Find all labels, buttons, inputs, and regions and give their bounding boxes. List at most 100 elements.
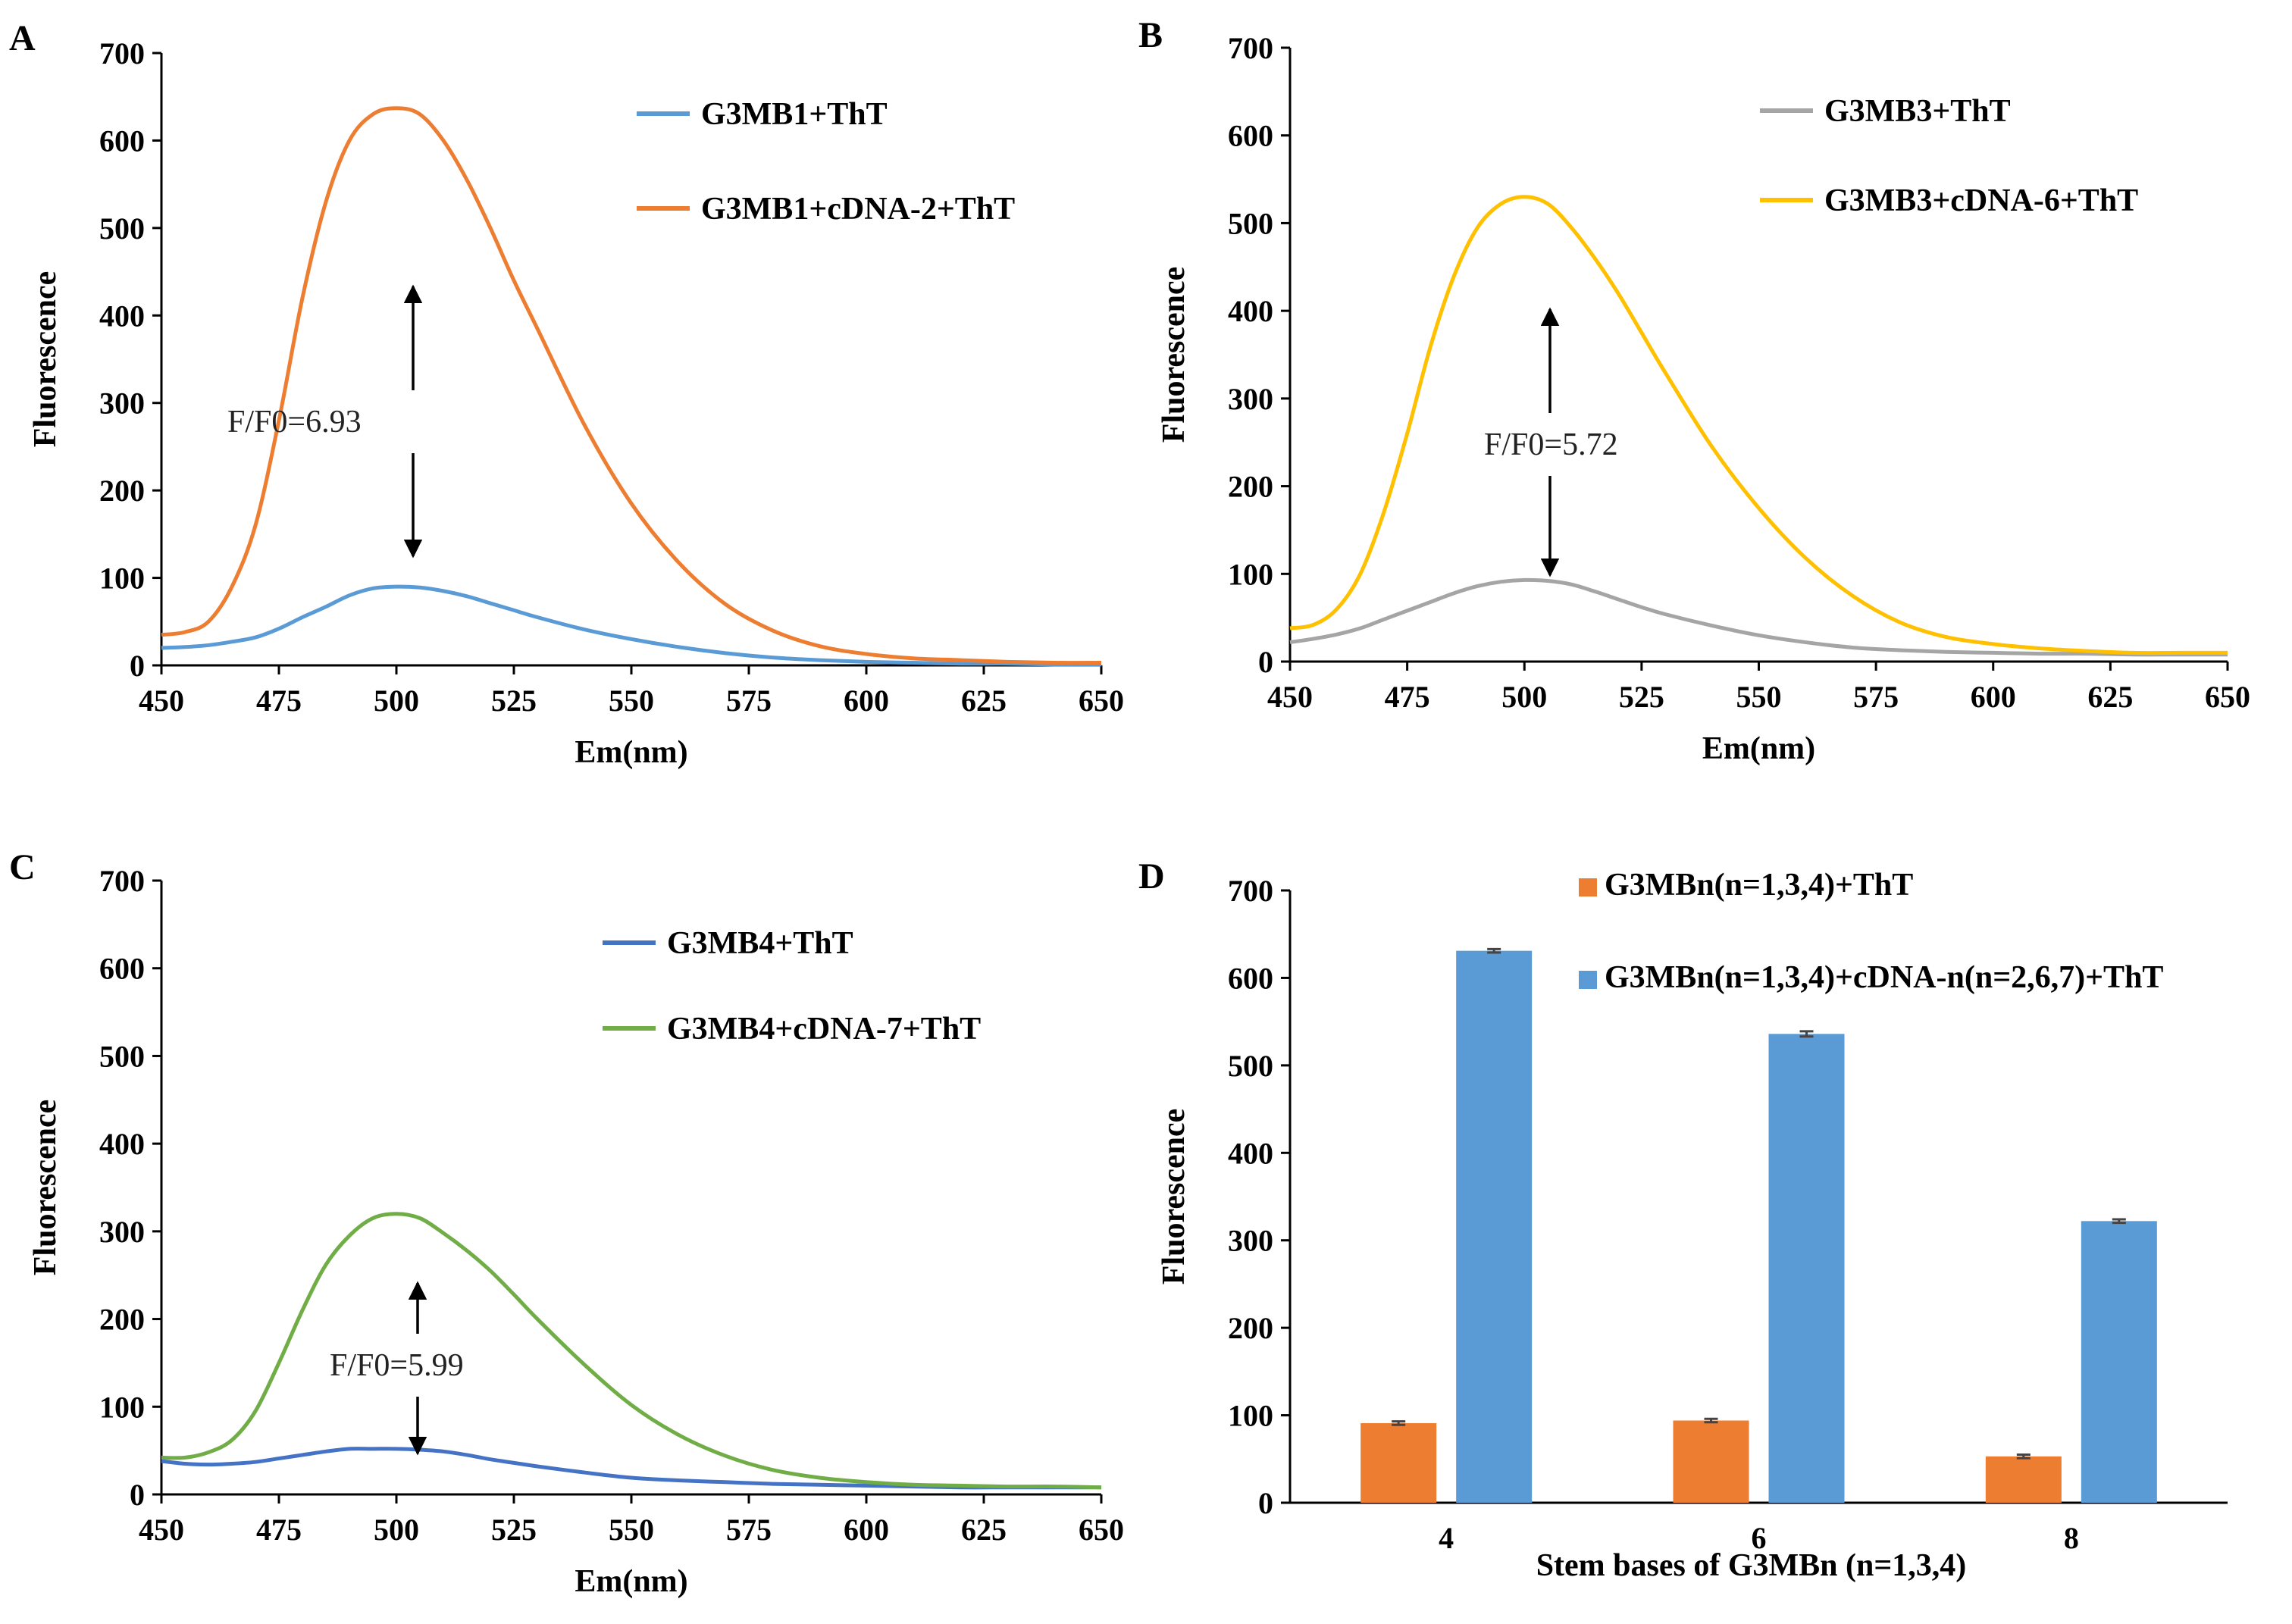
x-tick-label: 450	[139, 1513, 184, 1547]
x-axis-title: Em(nm)	[1702, 731, 1815, 766]
series-line-1	[161, 1447, 1101, 1490]
x-tick-label: 8	[2064, 1521, 2079, 1555]
legend-label: G3MB1+ThT	[701, 97, 888, 132]
y-tick-label: 100	[99, 1390, 145, 1424]
y-tick-label: 0	[1258, 1486, 1273, 1520]
x-tick-label: 525	[491, 1513, 537, 1547]
y-tick-label: 500	[99, 1039, 145, 1073]
y-tick-label: 600	[99, 952, 145, 986]
y-tick-label: 600	[99, 124, 145, 158]
y-tick-label: 100	[1228, 1399, 1273, 1433]
x-tick-label: 600	[1971, 680, 2016, 714]
y-tick-label: 700	[1228, 874, 1273, 908]
x-tick-label: 6	[1752, 1521, 1767, 1555]
bar-2-6	[1768, 1034, 1845, 1503]
bar-1-6	[1673, 1420, 1749, 1503]
y-tick-label: 100	[99, 562, 145, 596]
series-line-1	[161, 584, 1102, 667]
x-tick-label: 475	[256, 1513, 302, 1547]
x-tick-label: 475	[1385, 680, 1430, 714]
x-axis-title: Em(nm)	[575, 1564, 687, 1599]
chart-panel-a: A 0 100 200 300 400 500 600 700 Fluorescence 450 47…	[9, 18, 1124, 770]
y-tick-label: 200	[99, 474, 145, 508]
x-tick-label: 625	[961, 1513, 1007, 1547]
y-tick-label: 300	[99, 1215, 145, 1249]
x-tick-label: 500	[374, 1513, 419, 1547]
y-tick-label: 100	[1228, 557, 1273, 591]
y-tick-label: 200	[1228, 1311, 1273, 1345]
legend-label: G3MB1+cDNA-2+ThT	[701, 192, 1015, 227]
y-tick-label: 0	[130, 1478, 145, 1512]
x-tick-label: 500	[1501, 680, 1547, 714]
chart-panel-b: B 0 100 200 300 400 500 600 700 Fluorescence 450 47…	[1138, 15, 2250, 766]
bar-2-4	[1456, 950, 1533, 1503]
x-tick-label: 450	[139, 684, 184, 718]
legend-label: G3MBn(n=1,3,4)+cDNA-n(n=2,6,7)+ThT	[1605, 960, 2163, 995]
x-tick-label: 450	[1267, 680, 1313, 714]
legend-swatch	[1579, 878, 1597, 896]
x-tick-label: 475	[256, 684, 302, 718]
x-tick-label: 650	[1079, 1513, 1124, 1547]
y-tick-label: 400	[1228, 1136, 1273, 1170]
y-tick-label: 500	[1228, 1049, 1273, 1083]
y-tick-label: 200	[1228, 470, 1273, 504]
x-tick-label: 600	[844, 684, 889, 718]
legend-label: G3MB3+cDNA-6+ThT	[1824, 183, 2138, 218]
x-axis-title: Em(nm)	[575, 735, 687, 770]
series-line-2	[161, 1212, 1102, 1490]
panel-letter: C	[9, 847, 36, 887]
annotation-ratio: F/F0=5.72	[1484, 427, 1618, 462]
y-axis-title: Fluorescence	[28, 1100, 63, 1275]
y-tick-label: 300	[99, 386, 145, 421]
x-tick-label: 600	[844, 1513, 889, 1547]
y-tick-label: 300	[1228, 1224, 1273, 1258]
x-tick-label: 525	[491, 684, 537, 718]
x-tick-label: 650	[2205, 680, 2250, 714]
panel-letter: A	[9, 18, 36, 58]
x-tick-label: 650	[1079, 684, 1124, 718]
x-axis-title: Stem bases of G3MBn (n=1,3,4)	[1536, 1548, 1967, 1583]
y-tick-label: 700	[1228, 31, 1273, 65]
annotation-ratio: F/F0=5.99	[330, 1348, 464, 1383]
legend-swatch	[1579, 971, 1597, 989]
y-tick-label: 200	[99, 1303, 145, 1337]
legend-label: G3MB4+ThT	[667, 926, 853, 961]
y-tick-label: 400	[1228, 294, 1273, 328]
x-tick-label: 4	[1439, 1521, 1454, 1555]
x-tick-label: 575	[1853, 680, 1899, 714]
y-tick-label: 600	[1228, 119, 1273, 153]
y-tick-label: 500	[1228, 206, 1273, 240]
x-tick-label: 575	[726, 684, 772, 718]
y-tick-label: 300	[1228, 382, 1273, 416]
y-tick-label: 500	[99, 211, 145, 246]
x-tick-label: 550	[609, 1513, 654, 1547]
y-axis-title: Fluorescence	[1157, 267, 1191, 443]
x-tick-label: 575	[726, 1513, 772, 1547]
x-tick-label: 500	[374, 684, 419, 718]
y-tick-label: 400	[99, 299, 145, 333]
panel-letter: D	[1138, 856, 1165, 896]
bar-2-8	[2081, 1221, 2157, 1503]
y-tick-label: 700	[99, 864, 145, 898]
y-tick-label: 0	[130, 649, 145, 683]
y-tick-label: 400	[99, 1127, 145, 1161]
y-axis-title: Fluorescence	[1157, 1109, 1191, 1284]
x-tick-label: 525	[1619, 680, 1664, 714]
series-line-2	[161, 106, 1102, 665]
series-line-1	[1289, 577, 2228, 657]
bar-1-8	[1985, 1456, 2062, 1503]
y-tick-label: 0	[1258, 645, 1273, 679]
legend-label: G3MB4+cDNA-7+ThT	[667, 1012, 981, 1047]
bar-1-4	[1360, 1422, 1437, 1503]
legend-label: G3MB3+ThT	[1824, 94, 2011, 129]
chart-panel-d: D 0 100 200 300 400 500 600 700 Fluorescence 4 6 8 St…	[1138, 856, 2228, 1583]
panel-letter: B	[1138, 15, 1163, 55]
series-line-2	[1289, 195, 2228, 656]
x-tick-label: 550	[609, 684, 654, 718]
annotation-ratio: F/F0=6.93	[227, 405, 362, 440]
chart-panel-c: C 0 100 200 300 400 500 600 700 Fluorescence 450 47…	[9, 847, 1124, 1599]
y-tick-label: 600	[1228, 961, 1273, 995]
x-tick-label: 625	[961, 684, 1007, 718]
legend-label: G3MBn(n=1,3,4)+ThT	[1605, 868, 1913, 903]
